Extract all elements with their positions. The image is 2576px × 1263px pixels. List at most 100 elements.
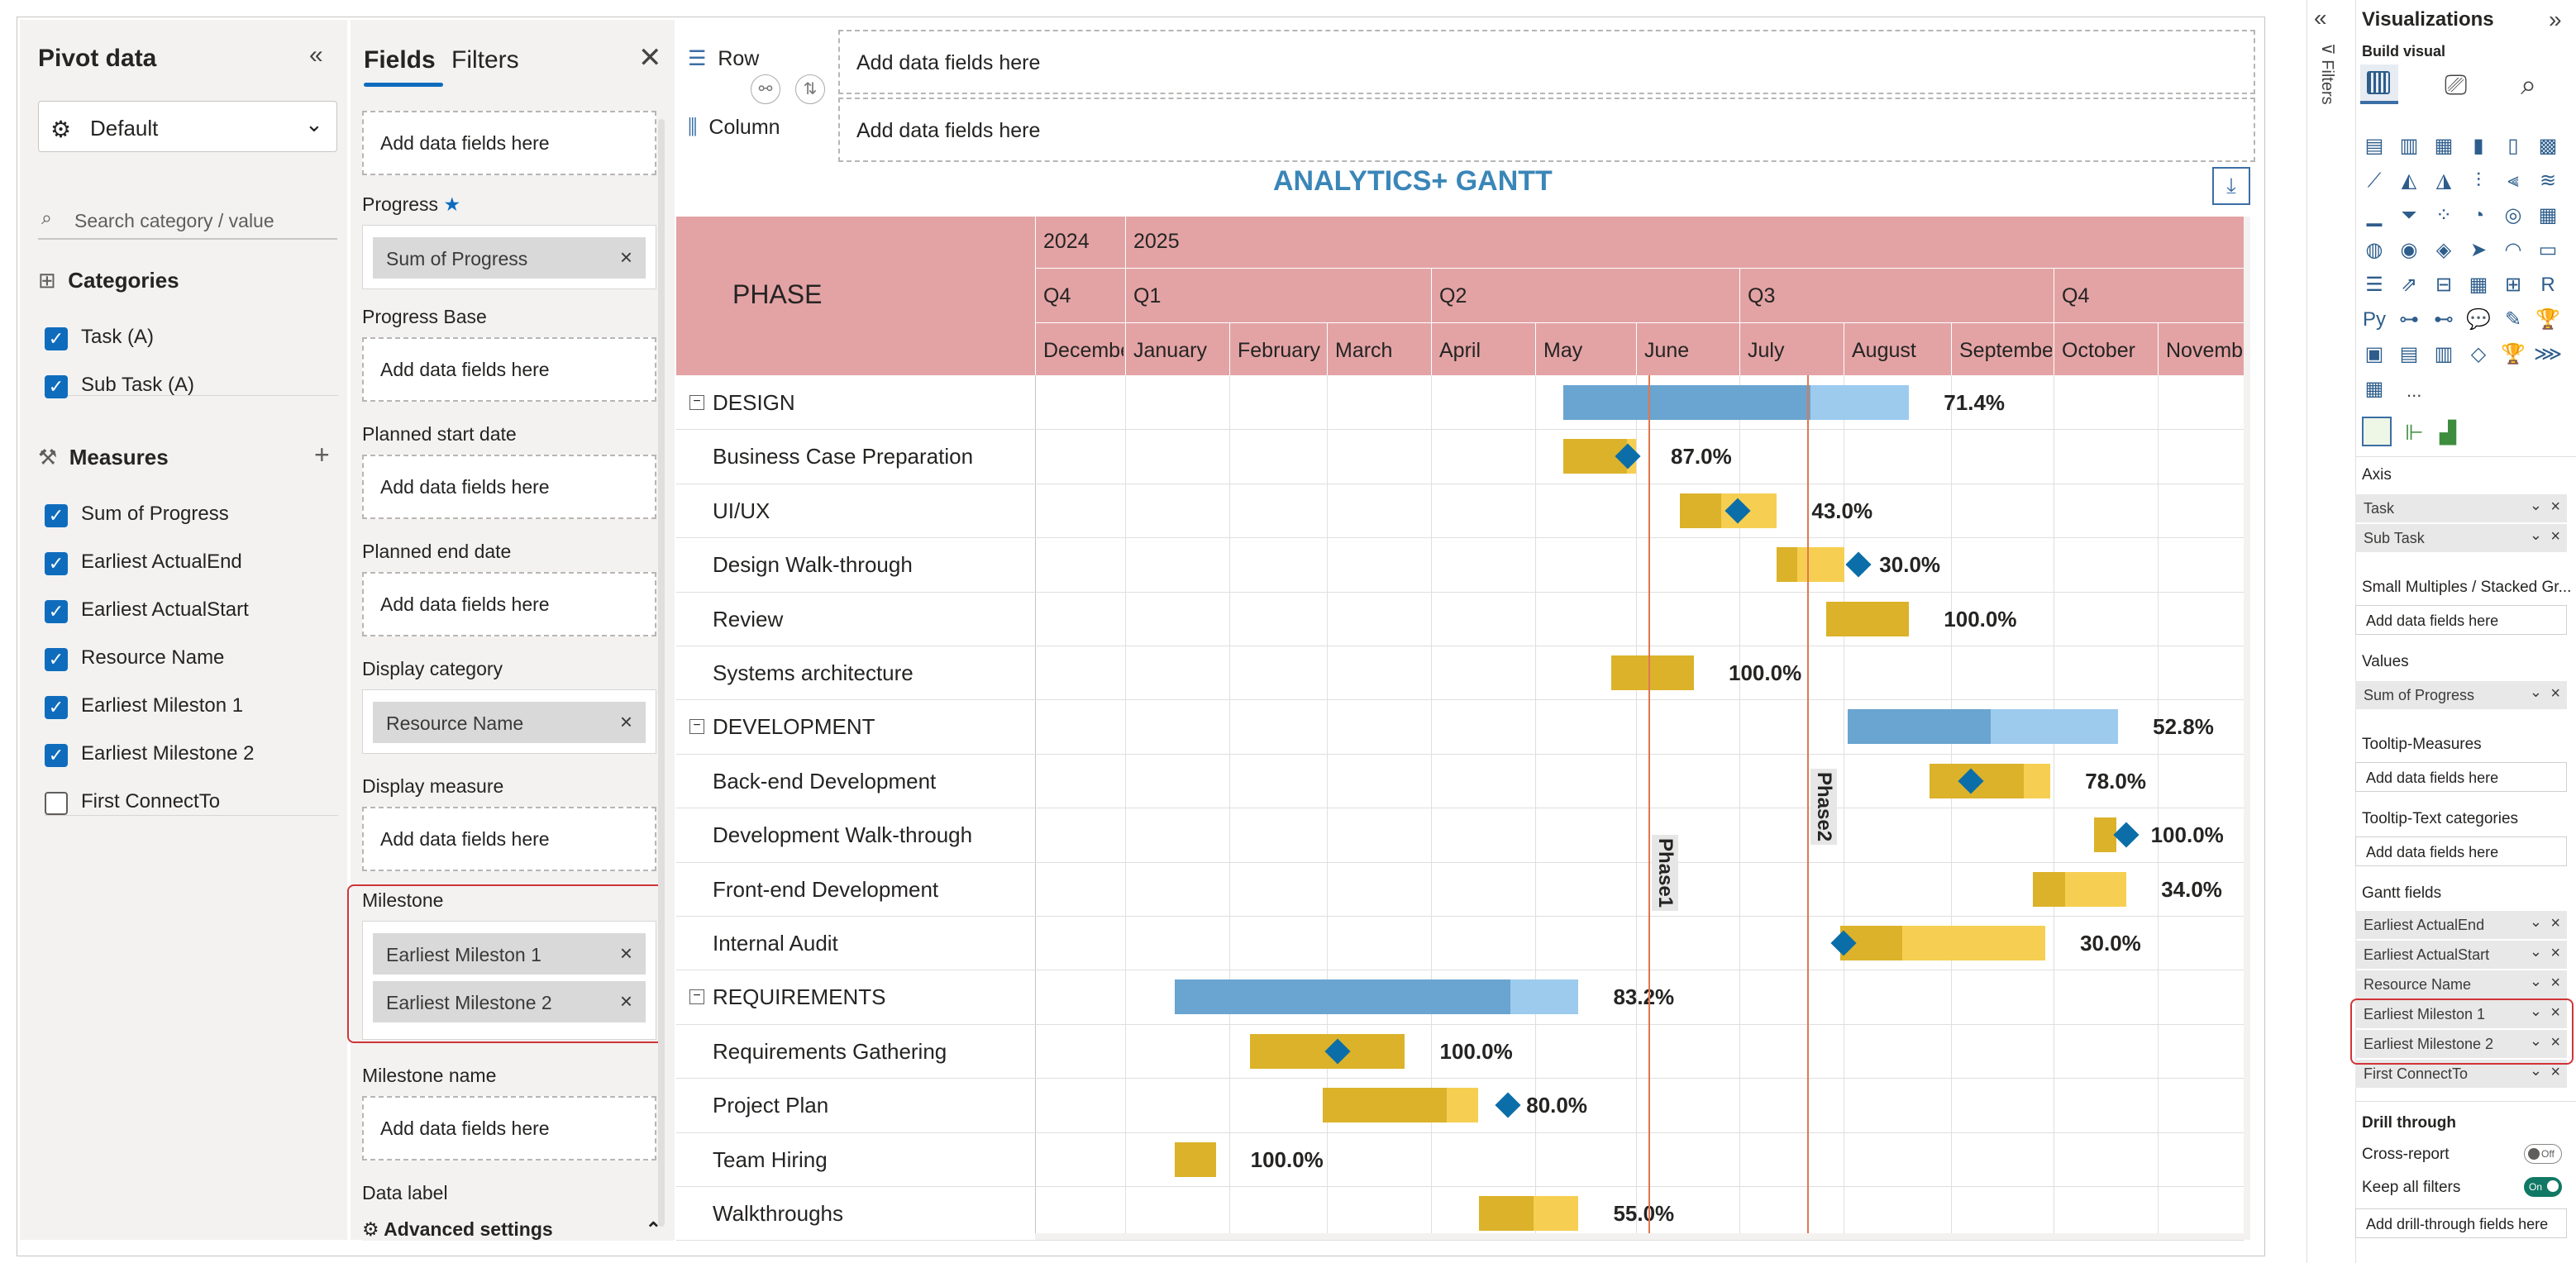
custom-visual-icon-1[interactable] [2362,417,2392,446]
filled-map-icon[interactable]: ◉ [2400,239,2418,261]
gantt-scrollbar[interactable] [2244,217,2250,1240]
line-icon[interactable]: ⟋ [2367,169,2382,192]
remove-icon[interactable]: × [2550,684,2560,703]
gantt-h-scrollbar[interactable] [1035,1233,2244,1240]
measure-checkbox[interactable]: ✓ [45,504,68,527]
row-well[interactable]: Add data fields here [838,30,2255,94]
chevron-down-icon[interactable]: ⌄ [2529,527,2542,543]
remove-icon[interactable]: × [2550,527,2560,546]
measure-checkbox[interactable]: ✓ [45,696,68,719]
progress-well[interactable]: Sum of Progress × [362,225,656,289]
chevron-down-icon[interactable]: ⌄ [2529,1003,2542,1019]
collapse-group-icon[interactable]: − [689,395,704,410]
area-icon[interactable]: ◭ [2401,169,2417,192]
chevron-icon[interactable]: ⋙ [2534,343,2563,365]
swap-icon[interactable]: ⇅ [795,74,825,104]
chevron-down-icon[interactable]: ⌄ [2529,943,2542,960]
keep-filters-toggle[interactable]: On [2524,1177,2562,1197]
add-measure-icon[interactable]: + [314,440,330,469]
category-search-input[interactable]: ⌕ Search category / value [38,202,337,240]
waterfall-icon[interactable]: ▁ [2366,204,2383,226]
chevron-down-icon[interactable]: ⌄ [2529,973,2542,989]
paginated-icon[interactable]: ▣ [2364,343,2384,365]
gantt-bar-progress[interactable] [1478,1196,1534,1231]
matrix-icon[interactable]: ⊞ [2504,274,2522,296]
treemap-icon[interactable]: ▦ [2538,204,2558,226]
resource-name-chip[interactable]: Resource Name × [373,702,646,743]
collapse-pivot-icon[interactable]: « [309,41,323,69]
axis-chip-task[interactable]: Task ⌄ × [2355,494,2567,522]
cross-report-toggle[interactable]: Off [2524,1144,2562,1164]
remove-icon[interactable]: × [2550,914,2560,932]
link-icon[interactable]: ⚯ [751,74,780,104]
trophy-icon[interactable]: 🏆 [2501,343,2526,365]
card-icon[interactable]: ▭ [2538,239,2558,261]
stacked-bar-icon[interactable]: ▤ [2364,135,2384,157]
tab-fields[interactable]: Fields [364,46,436,74]
gantt-bar-progress[interactable] [1323,1088,1448,1123]
remove-icon[interactable]: × [619,709,632,734]
advanced-settings-button[interactable]: ⚙ Advanced settings ⌃ [362,1218,673,1241]
line-column-icon[interactable]: ⫶ [2476,169,2481,192]
build-visual-tab[interactable] [2360,64,2398,104]
clustered-bar-icon[interactable]: ▥ [2399,135,2419,157]
multirow-card-icon[interactable]: ☰ [2365,274,2383,296]
r-visual-icon[interactable]: R [2540,274,2555,296]
gantt-bar-progress[interactable] [1563,385,1810,420]
scrollbar[interactable] [658,119,665,1227]
close-icon[interactable]: ✕ [638,42,662,74]
format-visual-icon[interactable]: ⎚ [2445,69,2468,101]
planned-end-well[interactable]: Add data fields here [362,572,656,636]
line-clustered-icon[interactable]: ⫷ [2507,169,2519,192]
scatter-icon[interactable]: ⁘ [2435,204,2453,226]
donut-icon[interactable]: ◎ [2504,204,2522,226]
collapse-group-icon[interactable]: − [689,989,704,1005]
gantt-bar-progress[interactable] [2094,817,2116,853]
preset-dropdown[interactable]: ⚙ Default ⌄ [38,101,337,152]
stacked-bar-100-icon[interactable]: ▦ [2434,135,2454,157]
chevron-down-icon[interactable]: ⌄ [2529,913,2542,930]
table-icon[interactable]: ▦ [2469,274,2488,296]
remove-icon[interactable]: × [2550,944,2560,962]
tooltip-measures-well[interactable]: Add data fields here [2355,762,2567,792]
gantt-bar-progress[interactable] [2033,871,2065,907]
milestone-chip-1[interactable]: Earliest Mileston 1 × [373,933,646,975]
pie-icon[interactable]: ◔ [2472,204,2485,226]
narrative-icon[interactable]: ✎ [2504,308,2522,331]
display-measure-well[interactable]: Add data fields here [362,807,656,871]
gantt-bar-progress[interactable] [1679,493,1722,528]
gantt-field-chip[interactable]: Earliest ActualStart ⌄ × [2355,941,2567,969]
measure-checkbox[interactable]: ✓ [45,744,68,767]
stacked-area-icon[interactable]: ◮ [2435,169,2452,192]
remove-icon[interactable]: × [2550,1063,2560,1081]
collapse-filters-icon[interactable]: « [2314,5,2327,31]
gantt-bar-progress[interactable] [1175,979,1511,1015]
stacked-column-icon[interactable]: ▮ [2473,135,2484,157]
arrow-icon[interactable]: ▦ [2364,378,2384,400]
kpi-icon[interactable]: ⇗ [2400,274,2418,296]
remove-icon[interactable]: × [2550,1003,2560,1022]
remove-icon[interactable]: × [619,941,632,965]
drill-through-well[interactable]: Add drill-through fields here [2355,1208,2567,1238]
remove-icon[interactable]: × [2550,498,2560,516]
progress-chip[interactable]: Sum of Progress × [373,237,646,279]
analytics-icon[interactable]: ⌕ [2521,69,2537,101]
metrics-icon[interactable]: 🏆 [2535,308,2560,331]
column-well[interactable]: Add data fields here [838,98,2255,162]
remove-icon[interactable]: × [619,245,632,269]
planned-start-well[interactable]: Add data fields here [362,455,656,519]
funnel-icon[interactable]: ⏷ [2401,204,2417,226]
progress-base-well[interactable]: Add data fields here [362,337,656,402]
shape-map-icon[interactable]: ◈ [2435,239,2452,261]
chevron-down-icon[interactable]: ⌄ [2529,684,2542,700]
more-visuals-icon[interactable]: ... [2407,380,2422,401]
key-influencers-icon[interactable]: ⊶ [2399,308,2419,331]
tab-filters[interactable]: Filters [451,46,519,74]
gantt-bar-progress[interactable] [1777,547,1797,583]
gantt-field-chip[interactable]: Earliest Mileston 1 ⌄ × [2355,1000,2567,1028]
remove-icon[interactable]: × [2550,1033,2560,1051]
category-checkbox[interactable]: ✓ [45,375,68,398]
clustered-column-icon[interactable]: ▯ [2507,135,2519,157]
axis-chip-subtask[interactable]: Sub Task ⌄ × [2355,524,2567,552]
gantt-field-chip[interactable]: Earliest ActualEnd ⌄ × [2355,911,2567,939]
